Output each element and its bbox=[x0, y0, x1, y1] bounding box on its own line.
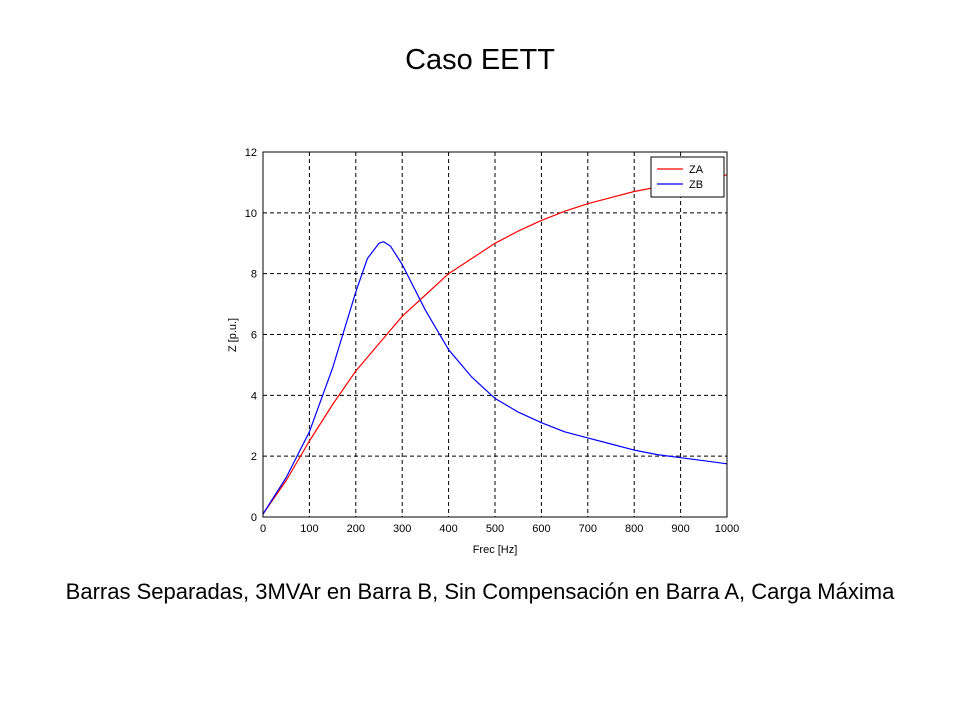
x-tick-label: 1000 bbox=[715, 523, 739, 535]
legend-box bbox=[650, 156, 725, 198]
x-tick-label: 700 bbox=[579, 523, 597, 535]
y-tick-label: 8 bbox=[251, 269, 257, 281]
x-tick-label: 600 bbox=[532, 523, 550, 535]
y-tick-label: 4 bbox=[251, 390, 257, 402]
slide-title: Caso EETT bbox=[405, 44, 555, 76]
x-tick-label: 900 bbox=[671, 523, 689, 535]
legend-label-za: ZA bbox=[689, 164, 704, 176]
x-tick-label: 500 bbox=[486, 523, 504, 535]
x-tick-label: 300 bbox=[393, 523, 411, 535]
x-tick-label: 100 bbox=[300, 523, 318, 535]
legend: ZA ZB bbox=[650, 156, 725, 198]
y-tick-label: 10 bbox=[245, 208, 257, 220]
y-axis-label: Z [p.u.] bbox=[227, 318, 239, 352]
x-tick-label: 0 bbox=[260, 523, 266, 535]
axis-ticks: 0 100 200 300 400 500 600 700 800 900 1000 0 2 4 6 8 10 1… bbox=[245, 147, 739, 535]
series-line-za bbox=[262, 174, 728, 515]
y-tick-label: 0 bbox=[251, 512, 257, 524]
slide-caption: Barras Separadas, 3MVAr en Barra B, Sin … bbox=[65, 579, 895, 604]
x-tick-label: 400 bbox=[439, 523, 457, 535]
legend-label-zb: ZB bbox=[689, 179, 703, 191]
grid-lines bbox=[263, 152, 727, 517]
x-tick-label: 200 bbox=[347, 523, 365, 535]
series-lines bbox=[262, 174, 728, 515]
y-tick-label: 12 bbox=[245, 147, 257, 159]
y-tick-label: 2 bbox=[251, 451, 257, 463]
series-line-zb bbox=[262, 241, 728, 515]
y-tick-label: 6 bbox=[251, 330, 257, 342]
x-axis-label: Frec [Hz] bbox=[473, 544, 518, 556]
x-tick-label: 800 bbox=[625, 523, 643, 535]
plot-frame bbox=[262, 151, 728, 518]
